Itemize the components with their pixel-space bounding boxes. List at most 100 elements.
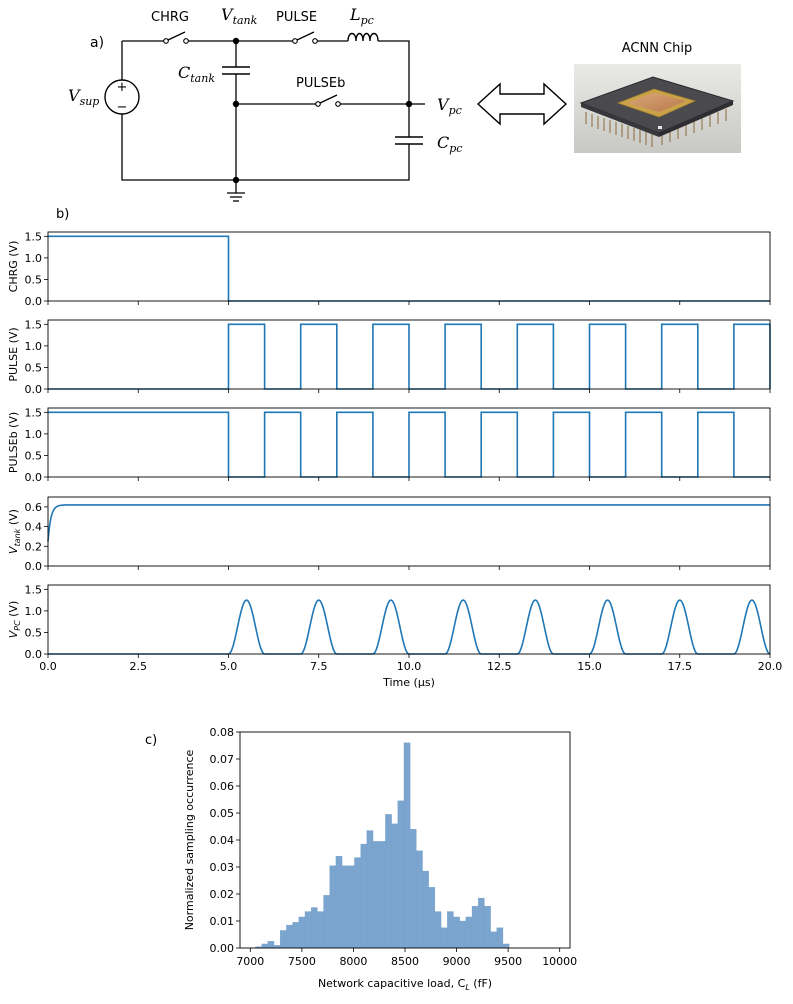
y-tick-label: 0.02: [210, 888, 235, 901]
x-tick-label: 2.5: [130, 660, 148, 673]
histogram-bar: [391, 823, 398, 949]
y-tick-label: 1.5: [25, 230, 43, 243]
ground-icon: [227, 192, 245, 202]
chrg-switch-icon: [163, 31, 189, 44]
x-tick-label: 8000: [339, 955, 367, 968]
histogram-bar: [317, 911, 324, 949]
signal-trace: [47, 504, 770, 542]
subplot-3: 0.0 0.5 1.0 1.5 PULSEb (V): [7, 406, 771, 484]
histogram-bar: [465, 916, 473, 949]
x-tick-label: 7500: [288, 955, 316, 968]
histogram-bar: [304, 911, 312, 949]
pulseb-label: PULSEb: [296, 76, 345, 91]
axes-frame: [47, 584, 771, 655]
source-minus: −: [117, 100, 128, 115]
histogram-bar: [372, 841, 380, 949]
histogram-bar: [292, 922, 299, 949]
histogram-bar: [490, 931, 497, 949]
histogram-bar: [410, 829, 417, 949]
y-tick-label: 0.5: [25, 449, 43, 462]
pulseb-switch-icon: [315, 94, 341, 107]
y-tick-label: 0.2: [25, 540, 43, 553]
histogram: 0.00 0.01 0.02 0.03 0.04 0.05 0.06 0.07 0.08 7000…: [183, 726, 577, 992]
y-tick-label: 0.6: [25, 501, 43, 514]
histogram-bar: [366, 830, 374, 949]
junction-dot: [405, 100, 413, 108]
pulse-switch-icon: [292, 31, 318, 44]
histogram-bar: [422, 870, 429, 949]
x-axis-label: Time (μs): [382, 676, 435, 689]
histogram-bar: [478, 897, 485, 949]
y-tick-label: 1.0: [25, 252, 43, 265]
y-tick-label: 0.06: [210, 780, 235, 793]
histogram-bar: [323, 895, 330, 949]
y-tick-label: 0.0: [25, 295, 43, 308]
histogram-bar: [341, 865, 349, 949]
axes-frame: [47, 231, 771, 302]
histogram-bar: [267, 941, 275, 949]
histogram-bar: [298, 916, 306, 949]
histogram-bar: [447, 911, 454, 949]
junction-dot: [232, 176, 240, 184]
histogram-bar: [440, 927, 448, 949]
histogram-bars: [255, 742, 510, 949]
y-tick-label: 0.5: [25, 361, 43, 374]
source-plus: +: [117, 80, 128, 95]
histogram-bar: [329, 865, 337, 949]
histogram-bar: [397, 800, 405, 949]
y-axis-label: Vtank (V): [7, 509, 22, 554]
x-tick-label: 10.0: [397, 660, 422, 673]
histogram-bar: [280, 930, 287, 949]
histogram-bar: [335, 856, 343, 949]
double-arrow-icon: [476, 82, 568, 126]
vsup-label: Vsup: [68, 86, 99, 108]
pulse-label: PULSE: [276, 10, 317, 25]
signal-trace: [48, 235, 770, 302]
y-tick-label: 1.0: [25, 605, 43, 618]
histogram-bar: [471, 906, 479, 949]
ctank-capacitor-icon: [222, 66, 250, 78]
timing-plots: 0.0 0.5 1.0 1.5 CHRG (V) 0.0 0.5 1.0 1.5 PULSE (V…: [7, 230, 782, 689]
histogram-bar: [416, 850, 423, 949]
chrg-label: CHRG: [151, 10, 189, 25]
y-tick-label: 0.0: [25, 648, 43, 661]
inductor-label: Lpc: [349, 5, 374, 27]
signal-trace: [48, 599, 771, 655]
x-tick-label: 20.0: [758, 660, 783, 673]
y-tick-label: 0.5: [25, 626, 43, 639]
wire: [121, 114, 410, 181]
y-tick-label: 1.0: [25, 340, 43, 353]
histogram-bar: [348, 865, 355, 949]
y-axis-label: CHRG (V): [7, 241, 20, 293]
histogram-bar: [403, 742, 411, 949]
circuit-diagram: a) CHRG PULSE: [68, 5, 462, 202]
histogram-bar: [453, 916, 460, 949]
x-tick-label: 15.0: [577, 660, 602, 673]
axes-frame: [47, 496, 771, 567]
y-axis-label: VPC (V): [7, 601, 22, 639]
histogram-bar: [379, 841, 386, 949]
y-tick-label: 1.0: [25, 428, 43, 441]
vtank-node-label: Vtank: [221, 5, 258, 27]
histogram-bar: [311, 907, 318, 949]
subplot-1: 0.0 0.5 1.0 1.5 CHRG (V): [7, 230, 771, 308]
y-tick-label: 0.05: [210, 807, 235, 820]
signal-trace: [48, 411, 770, 478]
panel-label-a: a): [90, 35, 104, 51]
histogram-bar: [434, 911, 442, 949]
vpc-node-label: Vpc: [437, 95, 462, 117]
cpc-label: Cpc: [437, 133, 462, 155]
histogram-bar: [496, 927, 504, 949]
histogram-bar: [354, 857, 361, 949]
x-tick-label: 10000: [542, 955, 577, 968]
inductor-icon: [347, 32, 379, 42]
y-tick-label: 0.0: [25, 471, 43, 484]
y-tick-label: 0.0: [25, 383, 43, 396]
x-tick-label: 7000: [236, 955, 264, 968]
y-tick-label: 0.5: [25, 273, 43, 286]
y-axis-label: PULSEb (V): [7, 412, 20, 473]
junction-dot: [232, 100, 240, 108]
panel-label-c: c): [145, 733, 157, 748]
